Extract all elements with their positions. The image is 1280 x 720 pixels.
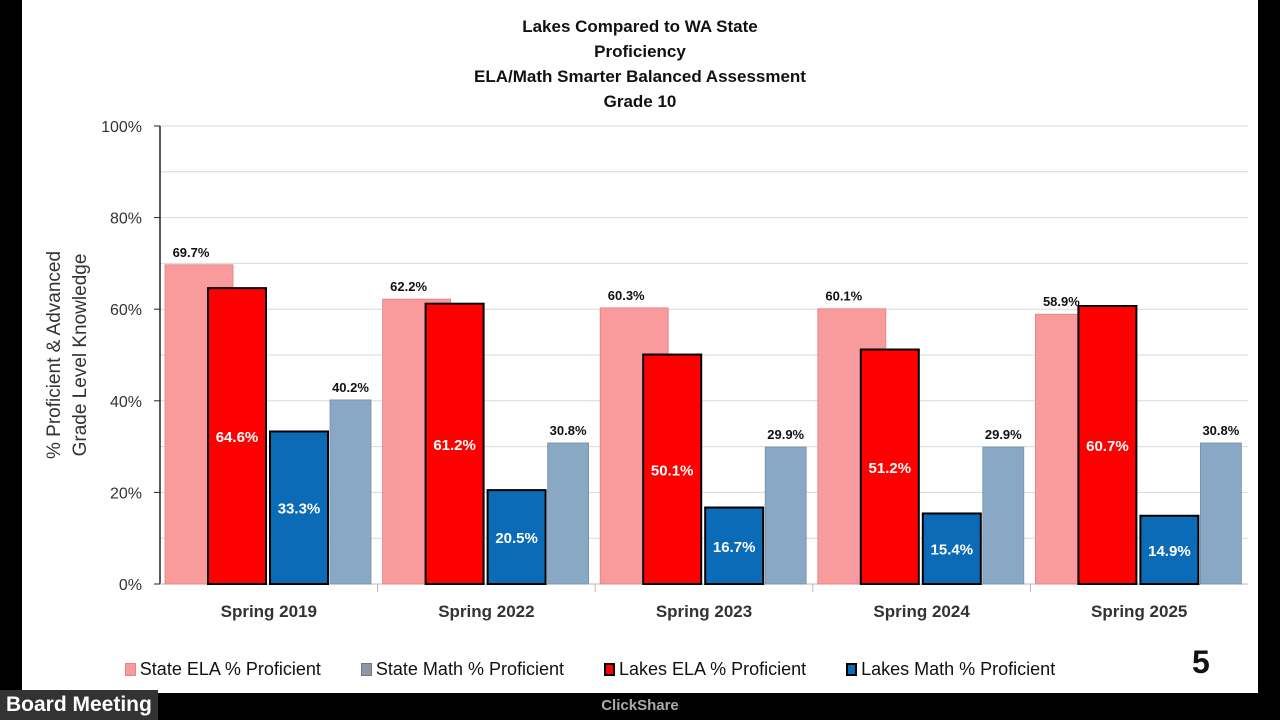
data-label: 50.1% — [651, 462, 694, 479]
chart-title: Lakes Compared to WA State Proficiency E… — [22, 14, 1258, 114]
legend-label: State ELA % Proficient — [139, 659, 321, 679]
data-label: 58.9% — [1043, 294, 1080, 309]
data-label: 16.7% — [713, 539, 756, 556]
x-tick-label: Spring 2024 — [873, 602, 970, 621]
y-tick-label: 20% — [110, 485, 142, 502]
y-tick-label: 100% — [101, 119, 142, 136]
board-meeting-label: Board Meeting — [0, 690, 158, 720]
title-line: Grade 10 — [603, 92, 677, 111]
data-label: 51.2% — [869, 460, 912, 477]
state-math-bar — [329, 399, 372, 585]
data-label: 15.4% — [931, 542, 974, 559]
data-label: 60.3% — [608, 288, 645, 303]
y-axis-label-line2: Grade Level Knowledge — [70, 254, 91, 457]
state-math-bar — [547, 442, 589, 585]
clickshare-label: ClickShare — [601, 697, 679, 714]
y-tick-label: 0% — [119, 577, 142, 594]
data-label: 30.8% — [550, 423, 587, 438]
data-label: 29.9% — [767, 427, 804, 442]
x-tick-label: Spring 2022 — [438, 602, 534, 621]
x-tick-label: Spring 2023 — [656, 602, 752, 621]
data-label: 30.8% — [1202, 423, 1239, 438]
lakes-ela-bar — [424, 302, 485, 585]
title-line: ELA/Math Smarter Balanced Assessment — [474, 67, 806, 86]
y-tick-label: 60% — [110, 302, 142, 319]
lakes-ela-bar — [642, 353, 703, 585]
data-label: 62.2% — [390, 279, 427, 294]
state-math-bar — [1200, 442, 1242, 585]
data-label: 60.7% — [1086, 438, 1129, 455]
lakes-math-bar — [921, 512, 982, 586]
legend-item-state-math: State Math % Proficient — [360, 659, 564, 680]
legend-swatch — [360, 663, 372, 676]
lakes-math-bar — [704, 506, 765, 586]
data-label: 40.2% — [332, 380, 369, 395]
lakes-math-bar — [1139, 514, 1200, 585]
data-label: 33.3% — [278, 501, 321, 518]
y-axis-label-line1: % Proficient & Advanced — [44, 251, 65, 459]
state-math-bar — [764, 446, 807, 585]
lakes-ela-bar — [1077, 304, 1138, 585]
x-tick-label: Spring 2025 — [1091, 602, 1187, 621]
legend-label: State Math % Proficient — [375, 659, 564, 679]
lakes-ela-bar — [207, 287, 267, 585]
legend-item-lakes-math: Lakes Math % Proficient — [846, 659, 1055, 680]
legend-item-state-ela: State ELA % Proficient — [124, 659, 321, 680]
lakes-math-bar — [269, 430, 329, 585]
y-tick-label: 40% — [110, 394, 142, 411]
legend-item-lakes-ela: Lakes ELA % Proficient — [604, 659, 806, 680]
legend-swatch — [846, 663, 858, 676]
legend-swatch — [604, 663, 615, 676]
data-label: 61.2% — [433, 437, 476, 454]
data-label: 64.6% — [216, 429, 259, 446]
data-label: 20.5% — [495, 530, 538, 547]
legend-label: Lakes Math % Proficient — [861, 659, 1056, 679]
legend-label: Lakes ELA % Proficient — [619, 659, 807, 679]
title-line: Proficiency — [594, 42, 686, 61]
bottom-bar — [0, 693, 1280, 720]
lakes-math-bar — [486, 489, 547, 585]
legend: State ELA % Proficient State Math % Prof… — [0, 659, 1280, 680]
data-label: 69.7% — [173, 245, 210, 260]
data-label: 60.1% — [825, 289, 862, 304]
slide-number: 5 — [1192, 644, 1210, 680]
x-tick-label: Spring 2019 — [221, 602, 317, 621]
lakes-ela-bar — [859, 348, 920, 585]
title-line: Lakes Compared to WA State — [522, 17, 758, 36]
data-label: 14.9% — [1148, 543, 1191, 560]
state-math-bar — [982, 446, 1025, 585]
legend-swatch — [124, 663, 136, 676]
y-tick-label: 80% — [110, 211, 142, 228]
data-label: 29.9% — [985, 427, 1022, 442]
